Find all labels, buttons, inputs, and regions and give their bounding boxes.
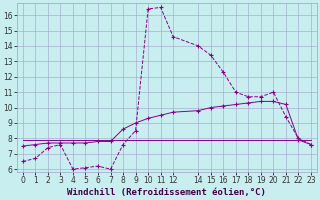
X-axis label: Windchill (Refroidissement éolien,°C): Windchill (Refroidissement éolien,°C) (68, 188, 266, 197)
